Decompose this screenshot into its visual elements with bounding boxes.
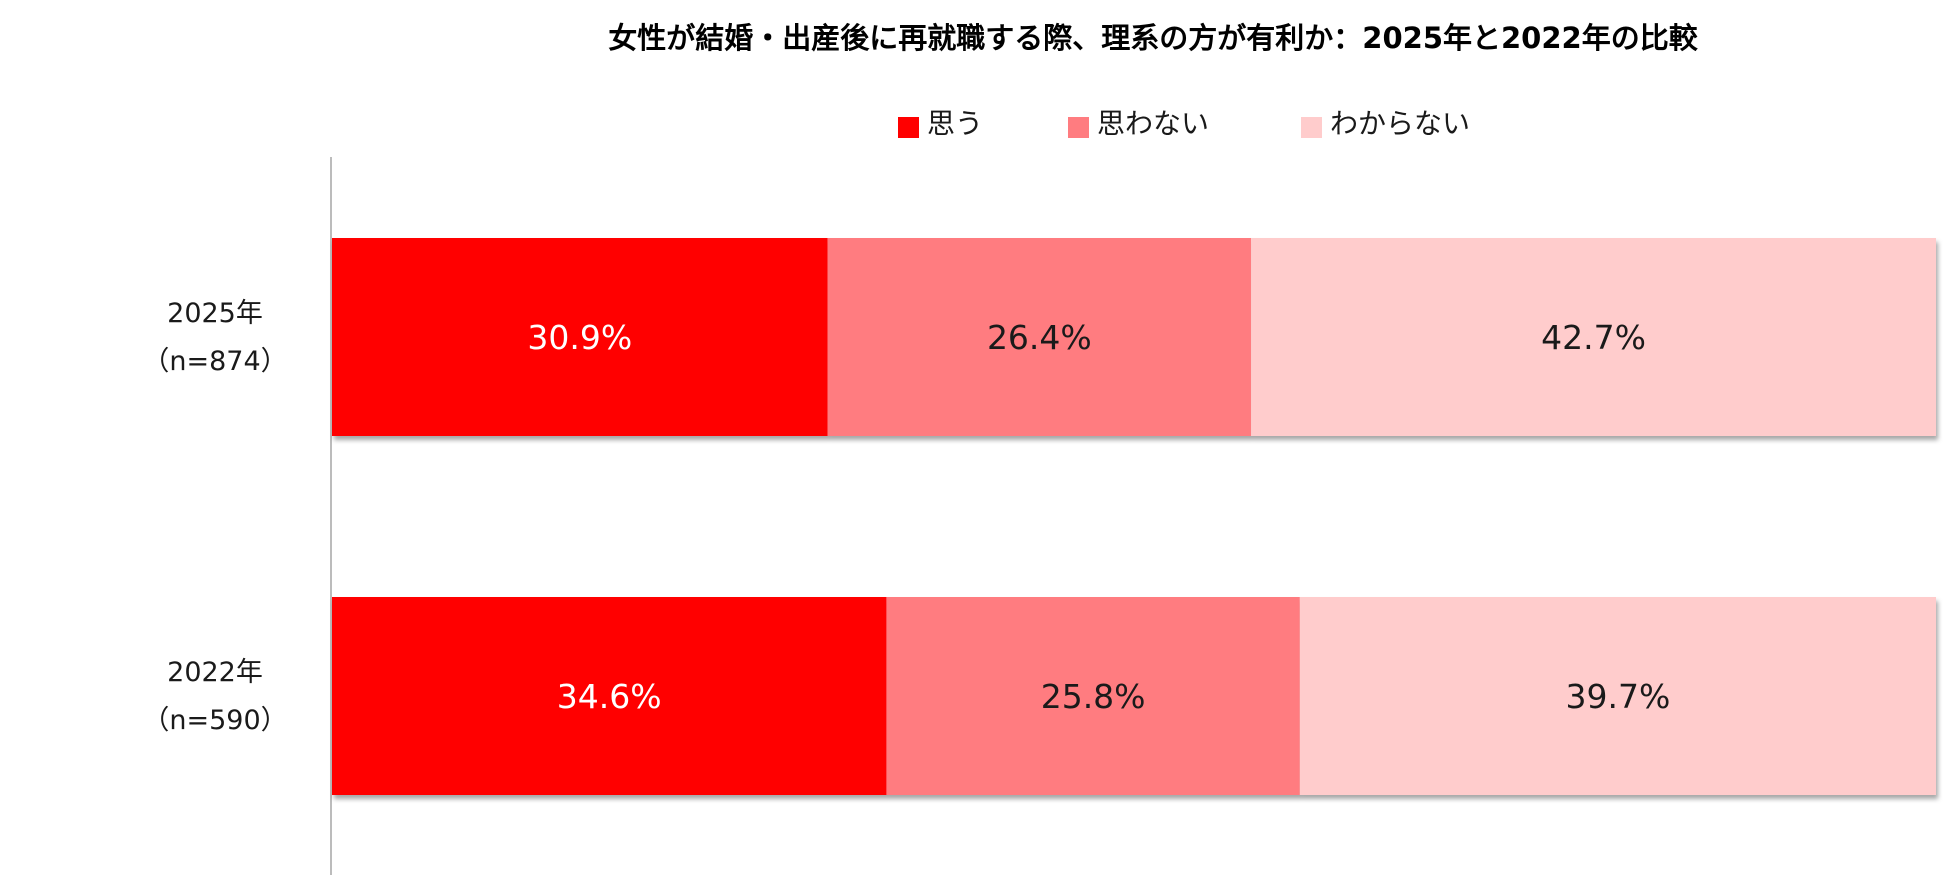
data-label-2-1: 34.6%: [557, 677, 662, 716]
category-year-label-2: 2022年: [167, 657, 263, 688]
legend-swatch-2: [1068, 117, 1089, 138]
legend-label-3: わからない: [1330, 107, 1470, 140]
data-label-1-1: 30.9%: [527, 318, 632, 357]
bar-row-2: [332, 597, 1936, 795]
bar-segment-1-1: [332, 238, 828, 436]
bar-segment-1-2: [827, 238, 1252, 436]
legend-label-1: 思う: [927, 107, 983, 140]
category-n-label-1: （n=874）: [142, 346, 287, 377]
category-labels: 2025年 （n=874） 2022年 （n=590）: [142, 298, 287, 736]
bar-segment-1-3: [1251, 238, 1936, 436]
legend-swatch-3: [1301, 117, 1322, 138]
legend: 思う 思わない わからない: [898, 107, 1470, 140]
category-n-label-2: （n=590）: [142, 705, 287, 736]
data-label-1-3: 42.7%: [1541, 318, 1646, 357]
data-label-2-2: 25.8%: [1041, 677, 1146, 716]
legend-label-2: 思わない: [1097, 107, 1209, 140]
chart-title: 女性が結婚・出産後に再就職する際、理系の方が有利か：2025年と2022年の比較: [608, 21, 1698, 55]
data-label-2-3: 39.7%: [1566, 677, 1671, 716]
data-label-1-2: 26.4%: [987, 318, 1092, 357]
legend-swatch-1: [898, 117, 919, 138]
bar-segment-2-2: [886, 597, 1300, 795]
category-year-label-1: 2025年: [167, 298, 263, 329]
bars: 30.9% 26.4% 42.7% 34.6% 25.8% 39.7%: [332, 238, 1936, 795]
bar-segment-2-3: [1299, 597, 1936, 795]
bar-row-1: [332, 238, 1936, 436]
bar-segment-2-1: [332, 597, 887, 795]
